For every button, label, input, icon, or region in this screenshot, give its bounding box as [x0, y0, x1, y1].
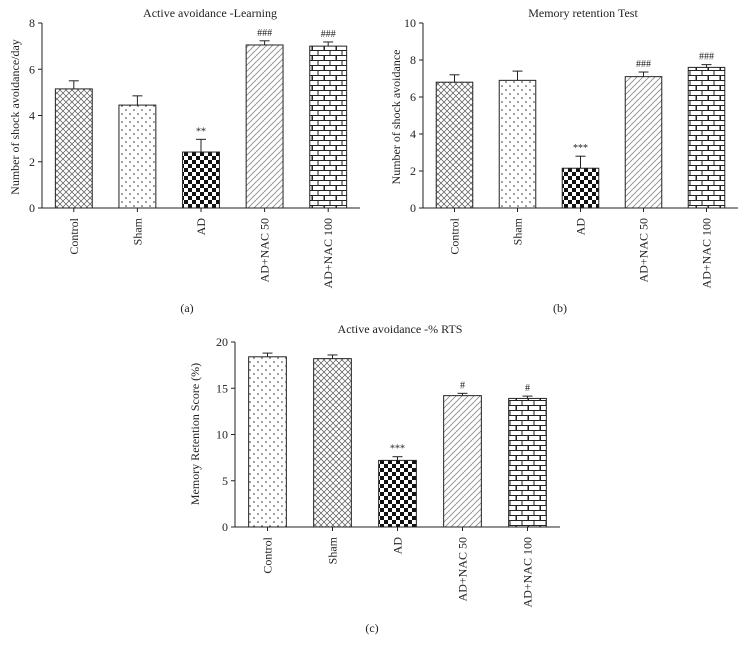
error-bar — [323, 41, 334, 47]
bar-ad-nac-50 — [245, 44, 284, 209]
bar-ad-nac-50 — [443, 395, 482, 528]
y-tick-label: 15 — [216, 381, 228, 395]
panel-c: Active avoidance -% RTS Memory Retention… — [188, 322, 560, 635]
bar-ad-nac-100 — [687, 66, 726, 209]
x-tick-label: Sham — [326, 536, 340, 564]
x-tick-label: Control — [448, 217, 462, 254]
error-bar — [327, 354, 338, 359]
y-tick-label: 8 — [29, 16, 35, 30]
x-tick-label: AD — [194, 218, 208, 236]
bar-sham — [313, 358, 352, 528]
chart-title: Active avoidance -Learning — [143, 6, 277, 20]
y-tick-label: 10 — [216, 428, 228, 442]
significance-marker: *** — [573, 143, 588, 154]
bar-ad — [378, 459, 417, 528]
error-bar — [259, 40, 270, 45]
plot-area: 0 2 4 6 8 Control Sham AD AD+NAC 50 AD+NAC 100 ** #… — [29, 16, 360, 288]
bar-control — [435, 81, 474, 209]
error-bar — [457, 392, 468, 396]
bar-ad — [182, 151, 220, 209]
y-tick-label: 8 — [410, 53, 416, 67]
x-tick-label: AD+NAC 50 — [456, 537, 470, 601]
panel-label: (a) — [180, 301, 193, 315]
significance-marker: ### — [636, 59, 651, 70]
x-tick-label: AD — [391, 537, 405, 555]
error-bar — [575, 155, 586, 169]
bar-ad-nac-50 — [624, 76, 663, 209]
y-tick-label: 4 — [410, 127, 416, 141]
panel-label: (c) — [365, 621, 378, 635]
bar-ad-nac-100 — [508, 397, 547, 528]
bar-sham — [118, 104, 157, 209]
x-tick-label: AD+NAC 100 — [521, 537, 535, 607]
x-tick-label: AD+NAC 50 — [258, 218, 272, 282]
axes: 0 2 4 6 8 Control Sham AD AD+NAC 50 AD+NAC 100 — [29, 16, 360, 288]
y-tick-label: 6 — [410, 90, 416, 104]
y-tick-label: 20 — [216, 335, 228, 349]
x-tick-label: Control — [261, 536, 275, 573]
y-tick-label: 0 — [410, 201, 416, 215]
error-bar — [196, 138, 206, 153]
x-tick-label: Control — [67, 217, 81, 254]
y-axis-label: Number of shock avoidance/day — [8, 39, 22, 195]
y-axis-label: Number of shock avoidance — [389, 50, 403, 185]
panel-a: Active avoidance -Learning Number of sho… — [8, 6, 360, 315]
y-tick-label: 4 — [29, 109, 35, 123]
significance-marker: *** — [390, 444, 405, 455]
error-bar — [638, 71, 649, 77]
chart-title: Active avoidance -% RTS — [338, 322, 463, 336]
error-bar — [262, 352, 273, 357]
significance-marker: # — [460, 380, 465, 391]
error-bar — [392, 456, 403, 461]
x-tick-label: AD+NAC 50 — [637, 218, 651, 282]
bar-control — [248, 356, 287, 528]
error-bar — [701, 64, 712, 68]
error-bar — [449, 74, 460, 83]
significance-marker: ### — [257, 28, 272, 39]
error-bar — [132, 95, 143, 106]
y-tick-label: 0 — [222, 520, 228, 534]
significance-marker: ### — [699, 52, 714, 63]
error-bar — [68, 80, 79, 89]
y-tick-label: 2 — [29, 155, 35, 169]
y-axis-label: Memory Retention Score (%) — [188, 363, 202, 505]
bar-control — [54, 88, 93, 209]
panel-label: (b) — [553, 301, 567, 315]
x-tick-label: Sham — [130, 217, 144, 245]
y-tick-label: 2 — [410, 164, 416, 178]
panel-b: Memory retention Test Number of shock av… — [389, 6, 738, 315]
y-tick-label: 6 — [29, 62, 35, 76]
error-bar — [512, 70, 523, 81]
y-tick-label: 10 — [404, 16, 416, 30]
x-tick-label: AD — [574, 218, 588, 236]
bar-sham — [498, 79, 537, 209]
y-tick-label: 5 — [222, 474, 228, 488]
x-tick-label: AD+NAC 100 — [700, 218, 714, 288]
significance-marker: # — [525, 383, 530, 394]
x-tick-label: AD+NAC 100 — [321, 218, 335, 288]
significance-marker: ### — [321, 29, 336, 40]
plot-area: 0 5 10 15 20 Control Sham AD AD+NAC 50 AD+NAC 100… — [216, 335, 560, 607]
x-tick-label: Sham — [511, 217, 525, 245]
plot-area: 0 2 4 6 8 10 Control Sham AD AD+NAC 50 AD+NAC 100 *… — [404, 16, 738, 288]
error-bar — [522, 395, 533, 399]
bar-ad — [561, 167, 600, 209]
bar-ad-nac-100 — [309, 45, 348, 209]
chart-title: Memory retention Test — [528, 6, 638, 20]
significance-marker: ** — [196, 126, 206, 137]
y-tick-label: 0 — [29, 201, 35, 215]
